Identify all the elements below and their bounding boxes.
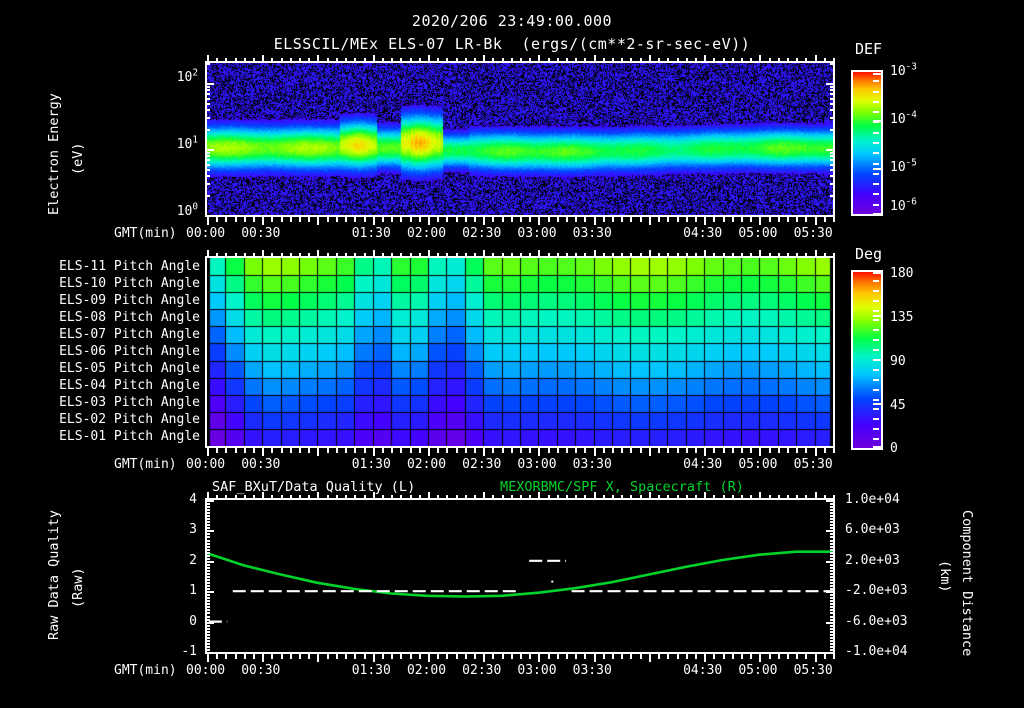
pitch-x-ticks-top (207, 250, 835, 258)
panel3-ytick-left-2: 2 (189, 552, 197, 568)
panel3-frame (205, 498, 835, 654)
spec-ytick-100: 102 (176, 67, 198, 85)
def-label-1e-3: 10-3 (890, 61, 917, 79)
spec-xtick-0430: 04:30 (683, 226, 723, 241)
pitch-row-label-8: ELS-03 Pitch Angle (59, 395, 200, 411)
panel3-xtick-0230: 02:30 (462, 663, 502, 678)
panel3-x-ticks-bottom (207, 654, 835, 662)
pitch-xtick-0200: 02:00 (406, 457, 447, 472)
spectrogram-frame (205, 61, 835, 217)
pitch-xtick-0000: 00:00 (186, 457, 226, 472)
spec-xtick-0230: 02:30 (462, 226, 502, 241)
panel3-xtick-0430: 04:30 (683, 663, 723, 678)
electron-energy-spectrogram (207, 63, 833, 215)
panel3-y-ticks-right (826, 498, 835, 654)
data-quality-point (551, 580, 554, 583)
pitch-row-label-9: ELS-02 Pitch Angle (59, 412, 200, 428)
pitch-xlabel: GMT(min) (114, 457, 177, 472)
pitch-row-label-1: ELS-10 Pitch Angle (59, 275, 200, 291)
pitch-row-label-10: ELS-01 Pitch Angle (59, 429, 200, 445)
panel3-ytick-right-4: -6.0e+03 (845, 613, 908, 629)
pitch-xtick-0530: 05:30 (793, 457, 833, 472)
panel3-ytick-right-2: 2.0e+03 (845, 552, 900, 568)
pitch-xtick-0030: 00:30 (241, 457, 281, 472)
panel3-y-ticks-left (205, 498, 214, 654)
spec-xtick-0500: 05:00 (738, 226, 778, 241)
panel3-ytick-right-3: -2.0e+03 (845, 583, 908, 599)
panel3-ylabel-line2: (Raw) (70, 567, 86, 608)
panel3-xtick-0130: 01:30 (351, 663, 391, 678)
def-colorbar-title: DEF (855, 40, 883, 58)
panel3-ylabel-right-line1: Component Distance (959, 510, 975, 657)
panel3-x-ticks-top (207, 492, 835, 500)
pitch-row-label-3: ELS-08 Pitch Angle (59, 309, 200, 325)
deg-label-0: 0 (890, 441, 898, 456)
deg-label-135: 135 (890, 310, 914, 325)
pitch-row-label-5: ELS-06 Pitch Angle (59, 344, 200, 359)
panel3-xtick-0500: 05:00 (738, 663, 778, 678)
deg-label-90: 90 (890, 354, 906, 369)
panel3-ytick-left-3: 3 (189, 522, 197, 538)
panel3-xtick-0200: 02:00 (406, 663, 447, 678)
panel3-ytick-right-1: 6.0e+03 (845, 522, 900, 538)
spectrogram-x-ticks-bottom (207, 217, 835, 225)
panel3-ylabel-line1: Raw Data Quality (46, 509, 62, 640)
spec-xtick-0530: 05:30 (793, 226, 833, 241)
panel3-xtick-0530: 05:30 (793, 663, 833, 678)
pitch-row-label-4: ELS-07 Pitch Angle (59, 326, 200, 342)
panel3-xtick-0300: 03:00 (517, 663, 557, 678)
pitch-xtick-0300: 03:00 (517, 457, 557, 472)
pitch-xtick-0430: 04:30 (683, 457, 723, 472)
deg-colorbar-title: Deg (855, 245, 883, 263)
panel3-ytick-left-0: 0 (189, 613, 197, 629)
spec-xtick-0000: 00:00 (186, 226, 226, 241)
panel3-title-right: MEXORBMC/SPF X, Spacecraft (R) (500, 479, 744, 495)
pitch-xtick-0330: 03:30 (572, 457, 612, 472)
def-colorbar-frame (851, 70, 883, 216)
panel3-xlabel: GMT(min) (114, 663, 177, 678)
spec-xtick-0330: 03:30 (572, 226, 612, 241)
panel3-xtick-0000: 00:00 (186, 663, 226, 678)
panel3-ytick-left-4: 4 (189, 492, 197, 507)
pitch-x-ticks-bottom (207, 448, 835, 456)
pitch-row-label-6: ELS-05 Pitch Angle (59, 361, 200, 377)
panel3-ytick-right-0: 1.0e+04 (845, 492, 900, 507)
spec-ylabel-line1: Electron Energy (46, 93, 62, 215)
page-title: 2020/206 23:49:00.000 (411, 12, 613, 30)
panel3-xtick-0030: 00:30 (241, 663, 281, 678)
spectrogram-x-ticks-top (207, 55, 835, 63)
panel3-title-left: SAF_BXuT/Data Quality (L) (212, 479, 416, 495)
spec-xtick-0200: 02:00 (406, 226, 447, 241)
def-label-1e-5: 10-5 (890, 157, 917, 175)
panel3-ytick-left--1: -1 (181, 644, 197, 659)
def-label-1e-6: 10-6 (890, 196, 917, 214)
pitch-angle-frame (205, 256, 835, 448)
spec-xlabel: GMT(min) (114, 226, 177, 241)
spacecraft-distance-curve (207, 550, 833, 598)
deg-label-180: 180 (890, 266, 914, 281)
spectrogram-y-ticks-left (205, 61, 214, 217)
pitch-xtick-0230: 02:30 (462, 457, 502, 472)
spec-ytick-1: 100 (176, 201, 198, 219)
pitch-row-label-2: ELS-09 Pitch Angle (59, 292, 200, 308)
pitch-angle-heatmap (207, 258, 833, 446)
pitch-xtick-0130: 01:30 (351, 457, 391, 472)
spec-xtick-0130: 01:30 (351, 226, 391, 241)
spec-ylabel-line2: (eV) (70, 142, 86, 175)
spec-xtick-0300: 03:00 (517, 226, 557, 241)
panel3-ytick-right-5: -1.0e+04 (845, 644, 908, 659)
spectrogram-y-ticks-right (826, 61, 835, 217)
panel3-ylabel-right-line2: (km) (937, 560, 953, 593)
spec-ytick-10: 101 (176, 134, 198, 152)
pitch-xtick-0500: 05:00 (738, 457, 778, 472)
panel3-ytick-left-1: 1 (189, 583, 197, 599)
def-label-1e-4: 10-4 (890, 109, 917, 127)
pitch-row-label-0: ELS-11 Pitch Angle (59, 258, 200, 274)
panel3-xtick-0330: 03:30 (572, 663, 612, 678)
pitch-row-label-7: ELS-04 Pitch Angle (59, 378, 200, 394)
orbit-and-quality-plot (207, 550, 833, 623)
spec-xtick-0030: 00:30 (241, 226, 281, 241)
deg-label-45: 45 (890, 398, 906, 413)
page-subtitle: ELSSCIL/MEx ELS-07 LR-Bk (ergs/(cm**2-sr… (273, 35, 751, 53)
